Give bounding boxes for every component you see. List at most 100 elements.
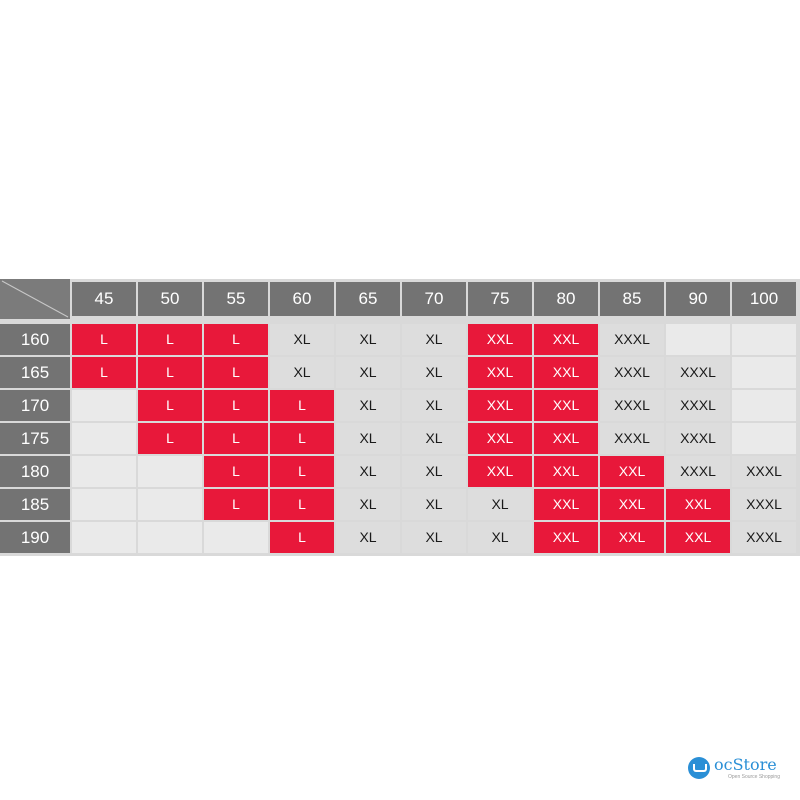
logo-name: ocStore [714,755,777,774]
size-cell: L [204,423,268,454]
size-cell [732,390,796,421]
size-cell: XL [402,390,466,421]
size-chart-table: 45 50 55 60 65 70 75 80 85 90 100 160 L L L XL XL XL XXL X… [0,279,800,556]
size-cell: XXL [534,423,598,454]
height-header: 190 [0,522,70,553]
size-cell [666,324,730,355]
size-cell: L [204,324,268,355]
weight-header: 90 [666,282,730,316]
size-cell: XXL [534,357,598,388]
size-cell: XL [336,522,400,553]
size-cell: XXL [666,489,730,520]
height-header: 170 [0,390,70,421]
size-cell: L [138,324,202,355]
size-cell: XL [468,489,532,520]
size-cell: XL [402,423,466,454]
weight-header: 70 [402,282,466,316]
size-cell: XL [270,324,334,355]
height-header: 165 [0,357,70,388]
size-cell: XXXL [732,522,796,553]
height-header: 175 [0,423,70,454]
size-cell: XL [336,390,400,421]
size-cell: XXL [468,456,532,487]
size-cell: XL [270,357,334,388]
weight-header: 45 [72,282,136,316]
weight-header: 50 [138,282,202,316]
size-cell: L [138,357,202,388]
size-cell: L [138,423,202,454]
corner-cell [0,279,70,319]
size-cell: L [72,357,136,388]
size-cell: XXL [468,390,532,421]
size-cell: L [204,489,268,520]
size-cell: XL [402,456,466,487]
size-cell [204,522,268,553]
size-cell: XXL [600,456,664,487]
logo-tagline: Open Source Shopping [728,774,780,780]
size-cell: XL [402,522,466,553]
weight-header: 65 [336,282,400,316]
size-cell: XL [336,489,400,520]
size-cell: XXL [534,390,598,421]
size-cell: XXXL [732,489,796,520]
size-cell: L [204,390,268,421]
height-header: 180 [0,456,70,487]
size-cell: L [270,390,334,421]
size-cell: XXXL [600,390,664,421]
size-cell: XL [336,357,400,388]
size-cell: XXXL [666,423,730,454]
cart-icon [688,757,710,779]
size-cell: XXL [534,324,598,355]
size-cell [72,423,136,454]
size-cell [138,456,202,487]
size-cell: XL [402,489,466,520]
size-cell: L [138,390,202,421]
size-cell [72,522,136,553]
size-cell: XXXL [666,390,730,421]
weight-header: 80 [534,282,598,316]
weight-header: 85 [600,282,664,316]
size-cell: L [72,324,136,355]
weight-header: 75 [468,282,532,316]
size-cell: L [270,522,334,553]
size-cell: XL [336,456,400,487]
size-cell: L [270,423,334,454]
size-cell: XL [336,423,400,454]
size-cell: XXL [534,522,598,553]
size-cell: XXL [600,489,664,520]
weight-header: 100 [732,282,796,316]
size-cell: XL [402,357,466,388]
size-cell: XXL [534,456,598,487]
size-cell: L [204,456,268,487]
size-cell: L [204,357,268,388]
ocstore-logo: ocStore Open Source Shopping [688,755,798,785]
size-cell: XXXL [600,357,664,388]
height-header: 160 [0,324,70,355]
size-cell: L [270,456,334,487]
size-cell: XXXL [732,456,796,487]
size-cell: XXL [600,522,664,553]
diagonal-divider-icon [1,280,69,318]
size-cell: XXL [468,357,532,388]
size-cell: XXXL [666,456,730,487]
size-cell [138,489,202,520]
size-cell: XXXL [600,423,664,454]
size-cell: XXL [468,324,532,355]
size-cell [732,324,796,355]
size-cell: XXL [468,423,532,454]
weight-header-row: 45 50 55 60 65 70 75 80 85 90 100 [0,279,800,319]
size-cell: XXXL [600,324,664,355]
size-cell: XL [468,522,532,553]
size-cell [72,390,136,421]
size-cell [72,456,136,487]
size-cell: XXL [534,489,598,520]
size-cell [138,522,202,553]
weight-header: 55 [204,282,268,316]
size-cell: L [270,489,334,520]
size-cell [732,357,796,388]
size-cell: XL [336,324,400,355]
size-cell [72,489,136,520]
size-cell: XXL [666,522,730,553]
size-cell: XL [402,324,466,355]
size-cell [732,423,796,454]
